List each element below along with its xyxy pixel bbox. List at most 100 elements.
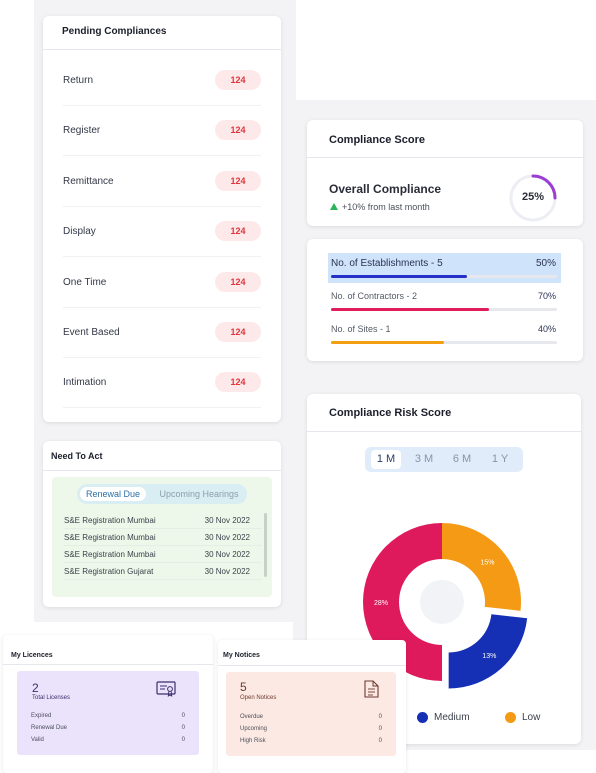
notices-row[interactable]: High Risk 0 xyxy=(240,738,382,748)
licences-count: 2 xyxy=(32,681,39,695)
triangle-up-icon xyxy=(330,203,338,210)
breakdown-track xyxy=(331,275,557,278)
licences-row-label: Expired xyxy=(31,713,52,719)
notices-count-label: Open Notices xyxy=(240,695,277,701)
renewal-name: S&E Registration Mumbai xyxy=(64,550,156,559)
pending-row-label: Intimation xyxy=(63,377,107,389)
licences-row-value: 0 xyxy=(181,725,185,731)
risk-score-title: Compliance Risk Score xyxy=(329,407,452,419)
breakdown-value: 70% xyxy=(537,291,556,301)
period-button[interactable]: 6 M xyxy=(452,453,472,465)
renewal-date: 30 Nov 2022 xyxy=(204,550,250,559)
notices-row[interactable]: Upcoming 0 xyxy=(240,726,382,736)
renewal-name: S&E Registration Mumbai xyxy=(64,516,156,525)
licences-row-label: Valid xyxy=(31,737,44,743)
breakdown-label: No. of Establishments - 5 xyxy=(331,258,443,269)
pending-count-badge[interactable]: 124 xyxy=(215,271,261,292)
period-button[interactable]: 1 M xyxy=(371,450,401,469)
divider xyxy=(43,49,281,50)
breakdown-track xyxy=(331,341,557,344)
pending-row-label: Display xyxy=(63,226,96,238)
my-notices-title: My Notices xyxy=(223,652,260,659)
period-selector: 1 M 3 M 6 M 1 Y xyxy=(365,447,523,472)
renewal-row[interactable]: S&E Registration Mumbai 30 Nov 2022 xyxy=(64,546,262,563)
legend-dot xyxy=(417,712,428,723)
pending-compliances-card: Pending Compliances Return 124 Register 124… xyxy=(43,16,281,422)
pending-compliances-title: Pending Compliances xyxy=(62,26,167,37)
renewal-row[interactable]: S&E Registration Gujarat 30 Nov 2022 xyxy=(64,563,262,580)
pending-row-label: Event Based xyxy=(63,327,120,338)
pending-count-badge[interactable]: 124 xyxy=(215,221,261,242)
compliance-score-title: Compliance Score xyxy=(329,134,425,146)
pending-count-badge[interactable]: 124 xyxy=(215,322,261,342)
renewal-name: S&E Registration Mumbai xyxy=(64,533,156,542)
renewal-date: 30 Nov 2022 xyxy=(204,567,250,576)
pending-row-label: Remittance xyxy=(63,175,114,187)
pending-count-badge[interactable]: 124 xyxy=(215,70,261,90)
renewal-row[interactable]: S&E Registration Mumbai 30 Nov 2022 xyxy=(64,512,262,529)
need-to-act-card: Need To Act Renewal Due Upcoming Hearing… xyxy=(43,441,281,607)
licences-row[interactable]: Valid 0 xyxy=(31,737,185,747)
donut-slice-label: 15% xyxy=(480,559,494,566)
tab-switcher: Renewal Due Upcoming Hearings xyxy=(77,484,247,504)
divider xyxy=(43,470,281,471)
breakdown-value: 50% xyxy=(535,258,556,269)
donut-center xyxy=(420,580,464,624)
notices-count: 5 xyxy=(240,680,247,694)
scrollbar[interactable] xyxy=(264,513,267,577)
pending-row[interactable]: Register 124 xyxy=(63,106,261,157)
compliance-score-card: Compliance Score Overall Compliance +10%… xyxy=(307,120,583,226)
pending-row[interactable]: Return 124 xyxy=(63,56,261,106)
overall-progress-ring xyxy=(509,174,557,222)
licences-row-label: Renewal Due xyxy=(31,725,68,731)
my-notices-card: My Notices 5 Open Notices Overdue 0 Upcomi… xyxy=(218,640,406,773)
pending-row[interactable]: Event Based 124 xyxy=(63,308,261,358)
pending-row-label: Register xyxy=(63,125,101,137)
notices-row-label: Overdue xyxy=(240,714,264,720)
donut-slice-label: 13% xyxy=(482,653,496,660)
delta-text: +10% from last month xyxy=(342,202,430,212)
my-licences-title: My Licences xyxy=(11,652,53,659)
donut-slice-label: 28% xyxy=(374,600,388,607)
renewal-date: 30 Nov 2022 xyxy=(204,533,250,542)
divider xyxy=(307,431,581,432)
licences-row[interactable]: Expired 0 xyxy=(31,713,185,723)
donut-slice[interactable] xyxy=(448,614,528,689)
notices-row[interactable]: Overdue 0 xyxy=(240,714,382,724)
need-to-act-body: Renewal Due Upcoming Hearings S&E Regist… xyxy=(52,477,272,597)
risk-score-card: Compliance Risk Score 1 M 3 M 6 M 1 Y 15% 13… xyxy=(307,394,581,744)
renewal-row[interactable]: S&E Registration Mumbai 30 Nov 2022 xyxy=(64,529,262,546)
tab-upcoming-hearings[interactable]: Upcoming Hearings xyxy=(159,489,239,499)
pending-row[interactable]: One Time 124 xyxy=(63,258,261,308)
overall-percent: 25% xyxy=(521,191,545,203)
breakdown-card: No. of Establishments - 5 50% No. of Contr… xyxy=(307,239,583,361)
pending-row[interactable]: Intimation 124 xyxy=(63,358,261,409)
breakdown-fill xyxy=(331,341,444,344)
breakdown-track xyxy=(331,308,557,311)
donut-slice[interactable] xyxy=(442,523,521,611)
document-icon xyxy=(364,680,379,698)
tab-renewal-due[interactable]: Renewal Due xyxy=(80,487,146,501)
licences-row-value: 0 xyxy=(181,713,185,719)
ring-fill xyxy=(509,174,557,222)
notices-row-value: 0 xyxy=(378,726,382,732)
legend-dot xyxy=(505,712,516,723)
notices-row-value: 0 xyxy=(378,714,382,720)
need-to-act-title: Need To Act xyxy=(51,451,103,461)
pending-count-badge[interactable]: 124 xyxy=(215,372,261,393)
breakdown-label: No. of Contractors - 2 xyxy=(331,291,418,301)
pending-row[interactable]: Display 124 xyxy=(63,207,261,258)
legend-label: Medium xyxy=(434,712,470,723)
notices-body: 5 Open Notices Overdue 0 Upcoming 0 High Ris… xyxy=(226,672,396,756)
period-button[interactable]: 3 M xyxy=(414,453,434,465)
period-button[interactable]: 1 Y xyxy=(491,453,509,465)
pending-count-badge[interactable]: 124 xyxy=(215,120,261,141)
pending-row[interactable]: Remittance 124 xyxy=(63,157,261,207)
licences-row[interactable]: Renewal Due 0 xyxy=(31,725,185,735)
legend-label: Low xyxy=(522,712,541,723)
certificate-icon xyxy=(156,681,176,697)
breakdown-value: 40% xyxy=(537,324,556,334)
pending-row-label: Return xyxy=(63,75,94,86)
notices-row-label: Upcoming xyxy=(240,726,268,732)
pending-count-badge[interactable]: 124 xyxy=(215,170,261,191)
